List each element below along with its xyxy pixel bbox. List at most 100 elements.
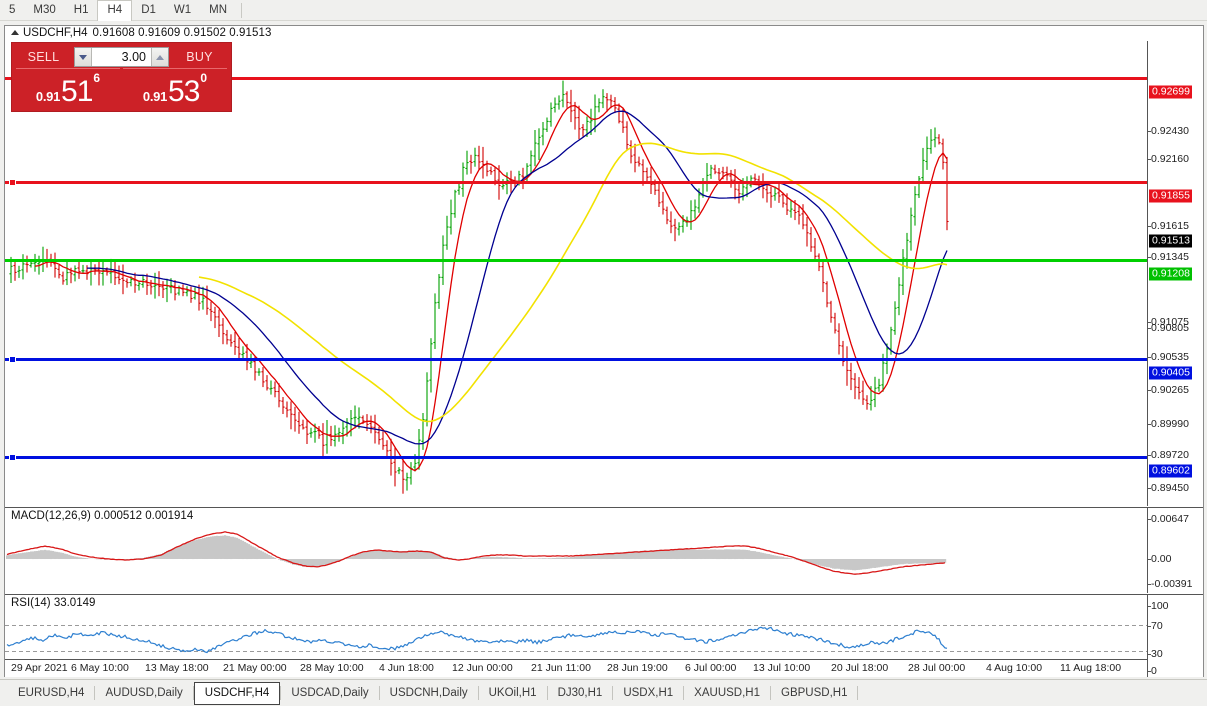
macd-axis-tick: 0.00647 xyxy=(1148,513,1189,525)
symbol-tab-eurusd-h4[interactable]: EURUSD,H4 xyxy=(18,686,85,699)
timeframe-button-m30[interactable]: M30 xyxy=(33,3,56,16)
time-axis-label: 21 Jun 11:00 xyxy=(531,662,591,674)
tab-divider xyxy=(477,686,479,700)
time-axis-label: 12 Jun 00:00 xyxy=(452,662,513,674)
timeframe-button-h4[interactable]: H4 xyxy=(97,0,133,21)
macd-label: MACD(12,26,9) 0.000512 0.001914 xyxy=(11,510,194,522)
timeframe-button-mn[interactable]: MN xyxy=(209,3,228,16)
volume-increment-button[interactable] xyxy=(151,48,168,66)
horizontal-line-91855[interactable] xyxy=(5,179,1147,186)
symbol-tab-gbpusd-h1[interactable]: GBPUSD,H1 xyxy=(781,686,848,699)
price-chart-pane[interactable] xyxy=(5,41,1147,506)
level-price-label[interactable]: 0.90405 xyxy=(1149,366,1192,380)
macd-axis-tick: -0.00391 xyxy=(1147,578,1193,590)
macd-axis-tick: 0.00 xyxy=(1147,553,1172,565)
sell-price-prefix: 0.91 xyxy=(35,89,61,104)
level-price-label[interactable]: 0.89602 xyxy=(1149,464,1192,478)
price-axis-tick: 0.92160 xyxy=(1148,153,1189,165)
price-axis[interactable]: 0.92430 0.92160 0.91615 0.91345 0.91075 0.908… xyxy=(1147,41,1203,528)
macd-series-canvas xyxy=(6,531,947,575)
chevron-down-icon xyxy=(79,54,87,60)
buy-label[interactable]: BUY xyxy=(186,50,213,64)
price-axis-tick: 0.91075 xyxy=(1148,316,1189,328)
price-axis-tick: 0.89720 xyxy=(1148,449,1189,461)
timeframe-button-w1[interactable]: W1 xyxy=(173,3,192,16)
trade-panel-top-row: SELL 3.00 BUY xyxy=(12,43,231,68)
symbol-tab-usdcad-daily[interactable]: USDCAD,Daily xyxy=(291,686,369,699)
tab-divider xyxy=(378,686,380,700)
timeframe-button-h1[interactable]: H1 xyxy=(73,3,89,16)
symbol-tab-audusd-daily[interactable]: AUDUSD,Daily xyxy=(105,686,183,699)
time-axis-label: 13 May 18:00 xyxy=(145,662,209,674)
buy-price-fraction: 0 xyxy=(200,71,208,85)
rsi-series-canvas xyxy=(5,625,1147,654)
tab-divider xyxy=(612,686,614,700)
price-axis-tick: 0.91615 xyxy=(1148,220,1189,232)
time-axis-label: 4 Aug 10:00 xyxy=(986,662,1043,674)
volume-stepper[interactable]: 3.00 xyxy=(74,47,169,67)
price-axis-tick: 0.89990 xyxy=(1148,418,1189,430)
price-axis-tick: 0.90805 xyxy=(1148,322,1189,334)
timeframe-toolbar: 5 M30 H1 H4 D1 W1 MN xyxy=(0,0,1207,21)
time-axis-label: 6 Jul 00:00 xyxy=(685,662,737,674)
horizontal-line-89602[interactable] xyxy=(5,454,1147,461)
trade-panel-prices: 0.91 51 6 0.91 53 0 xyxy=(12,68,231,111)
time-axis-label: 28 Jul 00:00 xyxy=(908,662,966,674)
chevron-up-icon xyxy=(156,54,164,60)
rsi-label: RSI(14) 33.0149 xyxy=(11,597,96,609)
level-price-label[interactable]: 0.92699 xyxy=(1149,85,1192,99)
collapse-triangle-icon[interactable] xyxy=(11,30,19,36)
timeframe-button-m5[interactable]: 5 xyxy=(9,3,16,16)
tab-divider xyxy=(546,686,548,700)
symbol-tab-ukoil-h1[interactable]: UKOil,H1 xyxy=(488,686,537,699)
sell-price-main: 51 xyxy=(61,75,93,109)
time-axis-label: 6 May 10:00 xyxy=(71,662,129,674)
chart-title-bar: USDCHF,H4 0.91608 0.91609 0.91502 0.91513 xyxy=(5,26,272,41)
price-axis-tick: 0.90265 xyxy=(1148,384,1189,396)
price-axis-tick: 0.89450 xyxy=(1148,482,1189,494)
rsi-axis-tick: 30 xyxy=(1148,648,1163,660)
symbol-tab-xauusd-h1[interactable]: XAUUSD,H1 xyxy=(694,686,760,699)
macd-axis: 0.00647 0.00 -0.00391 xyxy=(1147,507,1203,593)
horizontal-line-91208[interactable] xyxy=(5,259,1147,262)
volume-decrement-button[interactable] xyxy=(75,48,92,66)
horizontal-line-92699[interactable] xyxy=(5,77,1147,80)
line-handle[interactable] xyxy=(9,179,16,186)
timeframe-button-d1[interactable]: D1 xyxy=(141,3,156,16)
time-axis-label: 28 Jun 19:00 xyxy=(607,662,668,674)
level-price-label[interactable]: 0.91208 xyxy=(1149,267,1192,281)
sell-label[interactable]: SELL xyxy=(27,50,60,64)
line-handle[interactable] xyxy=(9,356,16,363)
time-axis-label: 28 May 10:00 xyxy=(300,662,364,674)
sell-button[interactable]: 0.91 51 6 xyxy=(16,68,120,107)
chart-symbol-label: USDCHF,H4 xyxy=(23,27,88,39)
level-price-label[interactable]: 0.91855 xyxy=(1149,189,1192,203)
rsi-axis: 100 70 30 0 xyxy=(1147,594,1203,677)
chart-ohlc-values: 0.91608 0.91609 0.91502 0.91513 xyxy=(92,27,272,39)
time-axis-label: 4 Jun 18:00 xyxy=(379,662,434,674)
tab-divider xyxy=(683,686,685,700)
tab-divider xyxy=(94,686,96,700)
volume-input[interactable]: 3.00 xyxy=(121,50,146,64)
tab-divider xyxy=(770,686,771,700)
time-axis-label: 13 Jul 10:00 xyxy=(753,662,811,674)
buy-price-prefix: 0.91 xyxy=(142,89,168,104)
macd-pane[interactable]: MACD(12,26,9) 0.000512 0.001914 xyxy=(5,507,1147,593)
symbol-tab-dj30-h1[interactable]: DJ30,H1 xyxy=(557,686,603,699)
line-handle[interactable] xyxy=(9,454,16,461)
toolbar-divider xyxy=(241,2,243,18)
current-price-label[interactable]: 0.91513 xyxy=(1149,234,1192,248)
time-axis[interactable]: 29 Apr 2021 6 May 10:00 13 May 18:00 21 May… xyxy=(5,659,1147,676)
symbol-tab-usdcnh-daily[interactable]: USDCNH,Daily xyxy=(389,686,468,699)
time-axis-label: 21 May 00:00 xyxy=(223,662,287,674)
horizontal-line-90405[interactable] xyxy=(5,356,1147,363)
buy-button[interactable]: 0.91 53 0 xyxy=(123,68,227,107)
one-click-trading-panel[interactable]: SELL 3.00 BUY 0.91 51 6 0.91 53 0 xyxy=(11,42,232,112)
symbol-tab-usdchf-h4[interactable]: USDCHF,H4 xyxy=(193,681,281,705)
price-axis-tick: 0.90535 xyxy=(1148,351,1189,363)
rsi-axis-tick: 100 xyxy=(1148,600,1169,612)
tab-divider xyxy=(280,686,282,700)
symbol-tab-usdx-h1[interactable]: USDX,H1 xyxy=(623,686,674,699)
buy-price-main: 53 xyxy=(168,75,200,109)
